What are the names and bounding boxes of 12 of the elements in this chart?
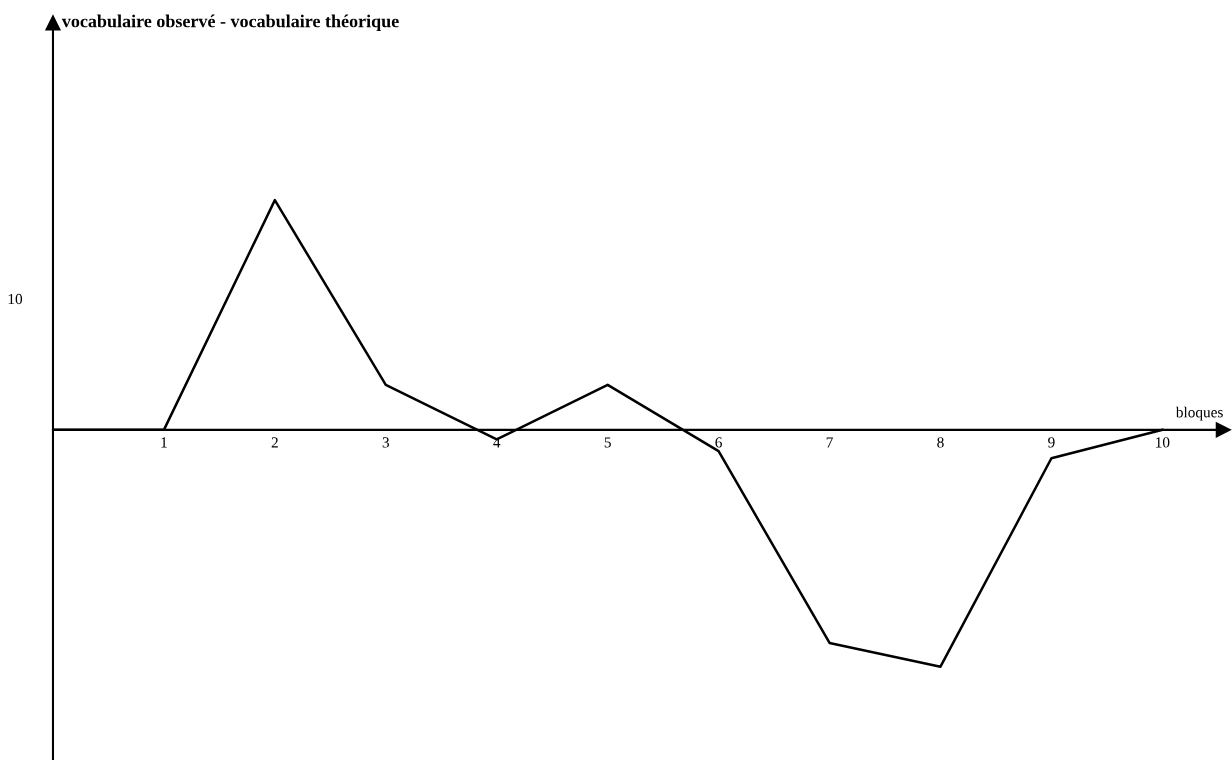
chart-title: vocabulaire observé - vocabulaire théorique [61, 14, 399, 31]
x-tick-label: 7 [826, 437, 833, 448]
x-tick-label: 2 [271, 437, 278, 448]
x-tick-label: 10 [1156, 437, 1170, 448]
x-tick-label: 1 [161, 437, 167, 448]
x-tick-label: 5 [604, 437, 611, 448]
x-tick-label: 3 [382, 437, 390, 448]
text: 10 [8, 293, 23, 305]
x-axis-title: bloques [1175, 406, 1223, 421]
x-tick-label: 6 [715, 437, 722, 448]
x-tick-label: 9 [1048, 437, 1055, 448]
x-tick-label: 8 [937, 437, 944, 448]
